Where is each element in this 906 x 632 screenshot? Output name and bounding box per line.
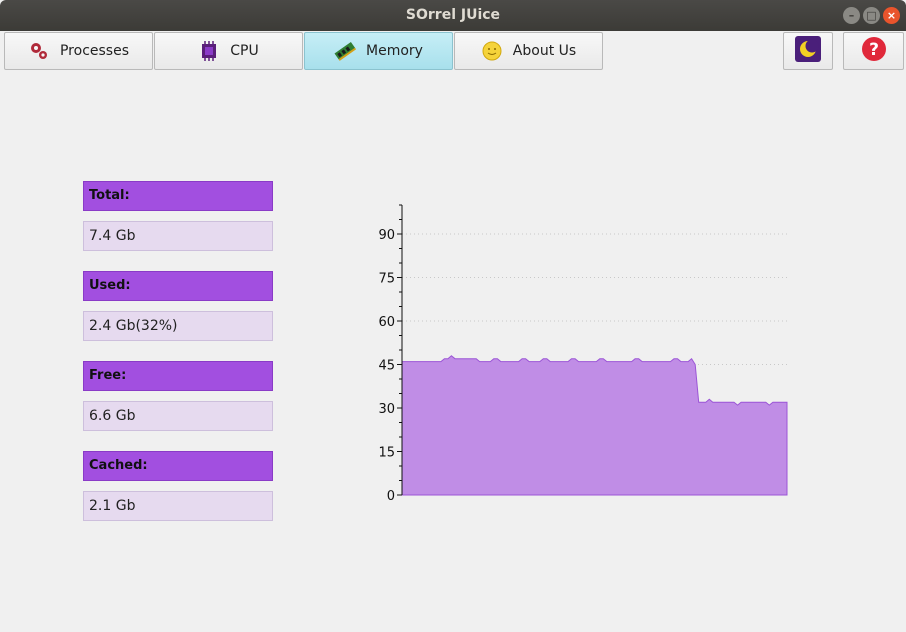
free-label: Free:	[83, 361, 273, 391]
y-tick-label: 90	[378, 228, 395, 243]
cpu-chip-icon	[198, 40, 220, 62]
gears-icon	[28, 40, 50, 62]
tab-cpu[interactable]: CPU	[154, 32, 303, 70]
smiley-icon	[481, 40, 503, 62]
title-bar: SOrrel JUice – □ ×	[0, 0, 906, 31]
help-icon: ?	[861, 36, 887, 66]
tab-label: Processes	[59, 43, 129, 59]
y-tick-label: 30	[378, 402, 395, 417]
y-tick-label: 45	[378, 359, 395, 374]
y-tick-label: 0	[387, 489, 395, 504]
total-label: Total:	[83, 181, 273, 211]
close-icon[interactable]: ×	[883, 7, 900, 24]
tab-label: CPU	[230, 43, 259, 59]
y-tick-label: 60	[378, 315, 395, 330]
ram-stick-icon	[334, 40, 357, 62]
night-mode-button[interactable]	[783, 32, 833, 70]
memory-usage-chart: 0 15 30 45 60 75 90	[378, 204, 790, 504]
window-title: SOrrel JUice	[405, 7, 501, 23]
y-tick-label: 15	[378, 446, 395, 461]
help-button[interactable]: ?	[843, 32, 904, 70]
tab-memory[interactable]: Memory	[304, 32, 453, 70]
y-tick-label: 75	[378, 272, 395, 287]
cached-label: Cached:	[83, 451, 273, 481]
svg-text:?: ?	[869, 40, 879, 60]
tab-label: About Us	[512, 43, 577, 59]
cached-value: 2.1 Gb	[83, 491, 273, 521]
tab-about-us[interactable]: About Us	[454, 32, 603, 70]
used-label: Used:	[83, 271, 273, 301]
tab-label: Memory	[366, 43, 423, 59]
used-value: 2.4 Gb(32%)	[83, 311, 273, 341]
free-value: 6.6 Gb	[83, 401, 273, 431]
tab-processes[interactable]: Processes	[4, 32, 153, 70]
minimize-icon[interactable]: –	[843, 7, 860, 24]
maximize-icon[interactable]: □	[863, 7, 880, 24]
total-value: 7.4 Gb	[83, 221, 273, 251]
memory-area-series	[401, 355, 788, 496]
moon-icon	[795, 36, 821, 66]
